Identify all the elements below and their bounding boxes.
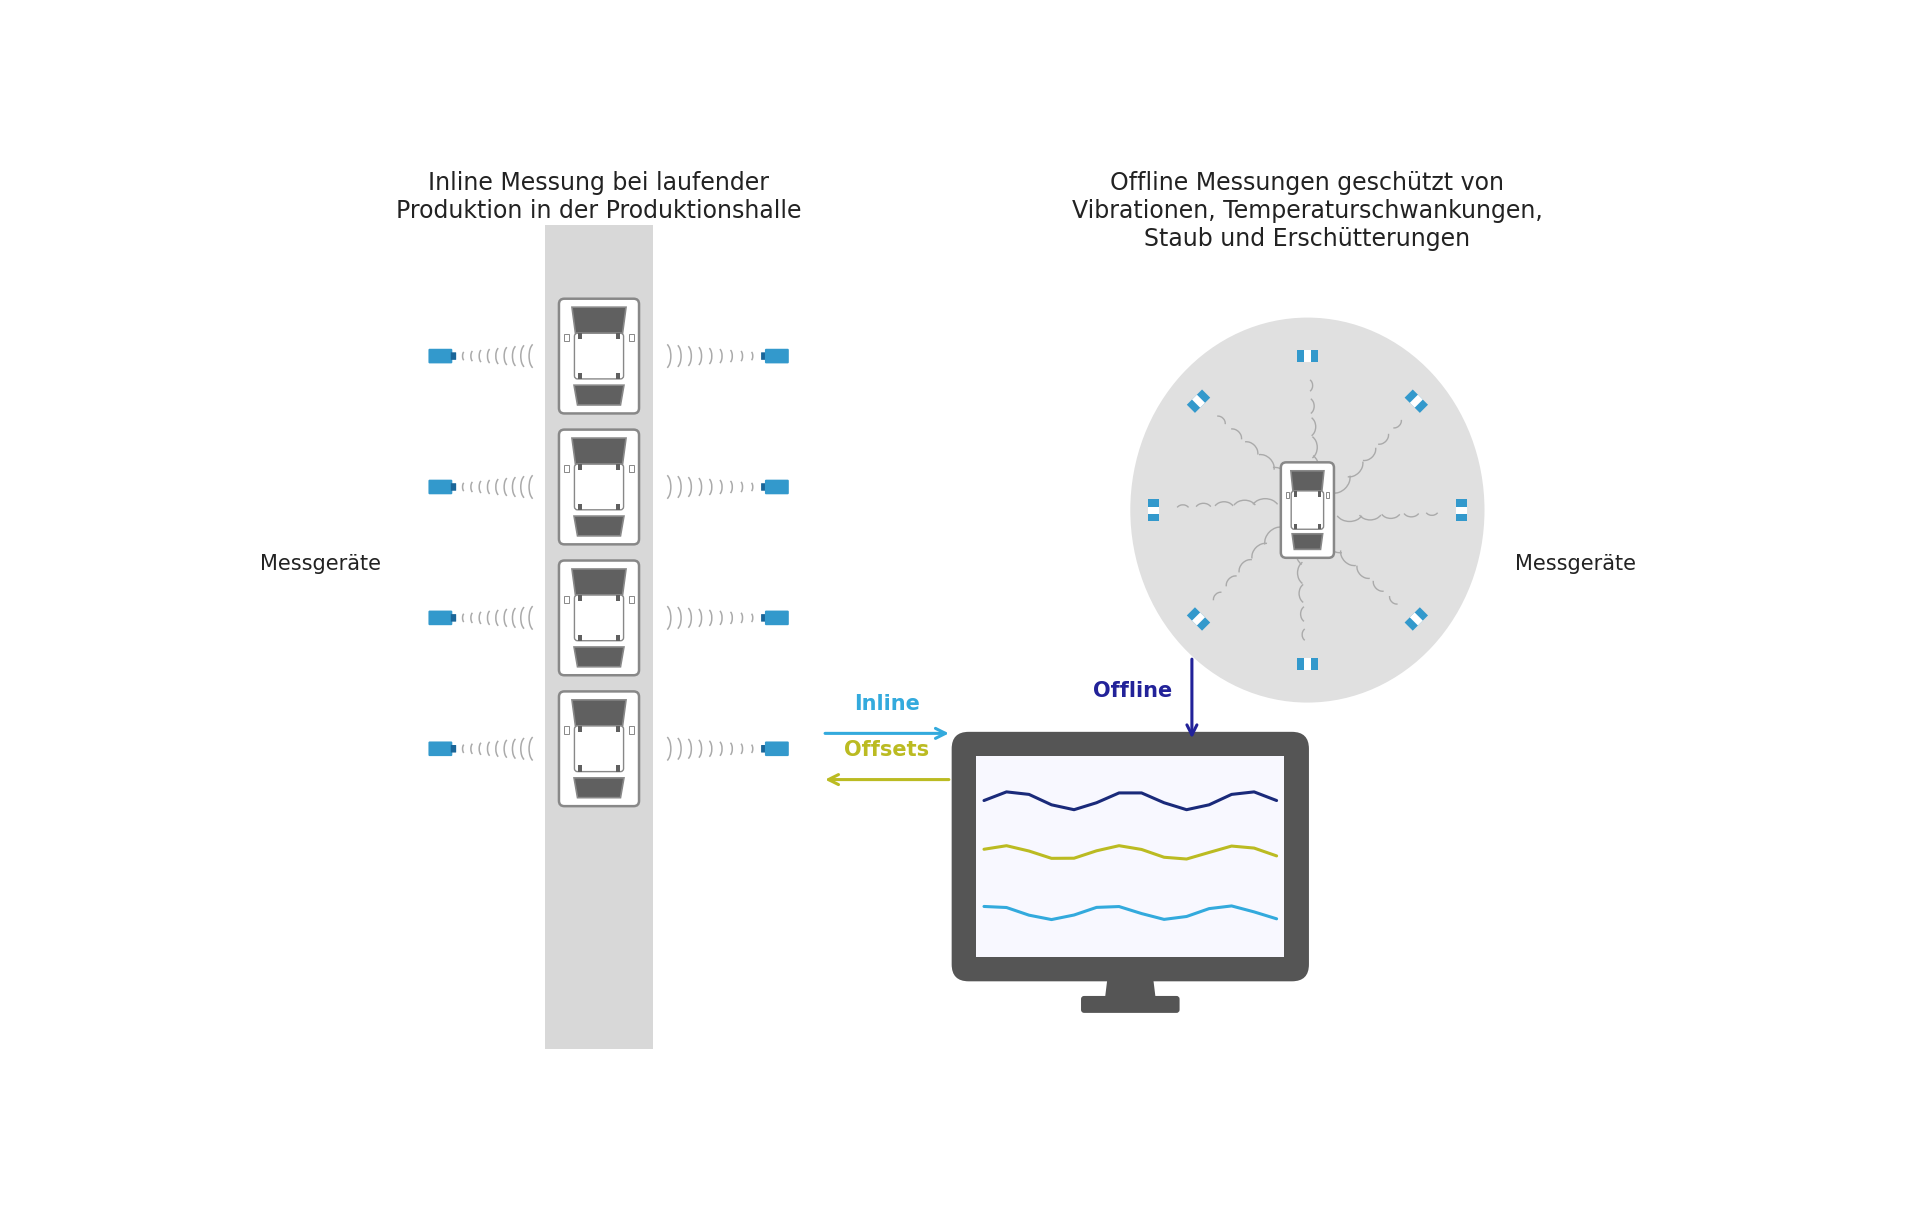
FancyBboxPatch shape xyxy=(574,595,624,640)
Bar xyxy=(975,756,1284,957)
Polygon shape xyxy=(572,307,626,334)
Polygon shape xyxy=(1292,534,1323,550)
Bar xyxy=(616,765,620,771)
FancyBboxPatch shape xyxy=(760,615,766,622)
Bar xyxy=(1317,491,1321,496)
Text: Messgeräte: Messgeräte xyxy=(261,554,382,574)
Text: Offsets: Offsets xyxy=(845,741,929,760)
FancyBboxPatch shape xyxy=(428,480,453,494)
FancyBboxPatch shape xyxy=(574,464,624,510)
Polygon shape xyxy=(572,700,626,726)
FancyBboxPatch shape xyxy=(764,742,789,756)
Polygon shape xyxy=(1148,500,1160,521)
Polygon shape xyxy=(1455,500,1467,521)
Ellipse shape xyxy=(1131,318,1484,703)
FancyBboxPatch shape xyxy=(428,742,453,756)
Bar xyxy=(564,464,568,472)
Polygon shape xyxy=(1296,659,1319,670)
Polygon shape xyxy=(1405,607,1428,631)
Bar xyxy=(616,373,620,379)
Polygon shape xyxy=(1192,612,1206,626)
Bar xyxy=(616,726,620,732)
Polygon shape xyxy=(574,516,624,536)
Polygon shape xyxy=(572,437,626,464)
Bar xyxy=(616,464,620,470)
Polygon shape xyxy=(1187,607,1210,631)
Bar xyxy=(1317,524,1321,529)
Polygon shape xyxy=(1104,964,1156,1000)
FancyBboxPatch shape xyxy=(1290,491,1323,529)
FancyBboxPatch shape xyxy=(574,334,624,379)
Bar xyxy=(564,595,568,602)
Bar xyxy=(578,595,582,601)
Bar xyxy=(578,503,582,510)
FancyBboxPatch shape xyxy=(1281,462,1334,557)
FancyBboxPatch shape xyxy=(559,692,639,807)
Bar xyxy=(1294,524,1296,529)
Bar xyxy=(578,334,582,340)
Bar xyxy=(630,595,634,602)
Polygon shape xyxy=(1409,395,1423,408)
Polygon shape xyxy=(1290,470,1325,491)
Polygon shape xyxy=(1409,612,1423,626)
FancyBboxPatch shape xyxy=(559,430,639,544)
Polygon shape xyxy=(1304,351,1311,362)
FancyBboxPatch shape xyxy=(1081,996,1179,1013)
FancyBboxPatch shape xyxy=(764,611,789,626)
Polygon shape xyxy=(1304,659,1311,670)
Bar xyxy=(564,334,568,341)
Polygon shape xyxy=(574,385,624,404)
Polygon shape xyxy=(574,646,624,667)
FancyBboxPatch shape xyxy=(559,298,639,413)
Polygon shape xyxy=(574,778,624,798)
Bar xyxy=(616,503,620,510)
FancyBboxPatch shape xyxy=(574,726,624,771)
FancyBboxPatch shape xyxy=(559,561,639,676)
Polygon shape xyxy=(1187,390,1210,413)
Bar xyxy=(616,634,620,640)
Polygon shape xyxy=(1455,507,1467,513)
FancyBboxPatch shape xyxy=(451,483,457,491)
FancyBboxPatch shape xyxy=(760,745,766,753)
Polygon shape xyxy=(1192,395,1206,408)
Text: Inline: Inline xyxy=(854,694,920,714)
FancyBboxPatch shape xyxy=(451,352,457,359)
Text: Offline Messungen geschützt von
Vibrationen, Temperaturschwankungen,
Staub und E: Offline Messungen geschützt von Vibratio… xyxy=(1071,171,1544,251)
Text: Offline: Offline xyxy=(1092,681,1173,701)
Polygon shape xyxy=(1405,390,1428,413)
FancyBboxPatch shape xyxy=(451,745,457,753)
Polygon shape xyxy=(572,569,626,595)
Bar xyxy=(578,765,582,771)
Bar xyxy=(564,726,568,733)
Bar xyxy=(630,726,634,733)
FancyBboxPatch shape xyxy=(952,732,1309,981)
Bar xyxy=(578,373,582,379)
Bar xyxy=(578,464,582,470)
FancyBboxPatch shape xyxy=(451,615,457,622)
Bar xyxy=(616,334,620,340)
Bar xyxy=(578,726,582,732)
Bar xyxy=(1294,491,1296,496)
Polygon shape xyxy=(1148,507,1160,513)
Text: Inline Messung bei laufender
Produktion in der Produktionshalle: Inline Messung bei laufender Produktion … xyxy=(396,171,803,224)
FancyBboxPatch shape xyxy=(760,483,766,491)
Bar xyxy=(630,334,634,341)
Bar xyxy=(1327,492,1329,497)
Bar xyxy=(616,595,620,601)
Text: Messgeräte: Messgeräte xyxy=(1515,554,1636,574)
Bar xyxy=(545,225,653,1048)
FancyBboxPatch shape xyxy=(760,352,766,359)
FancyBboxPatch shape xyxy=(428,348,453,363)
FancyBboxPatch shape xyxy=(428,611,453,626)
Bar xyxy=(630,464,634,472)
FancyBboxPatch shape xyxy=(764,348,789,363)
Polygon shape xyxy=(1296,351,1319,362)
Bar xyxy=(1286,492,1288,497)
FancyBboxPatch shape xyxy=(764,480,789,494)
Bar xyxy=(578,634,582,640)
